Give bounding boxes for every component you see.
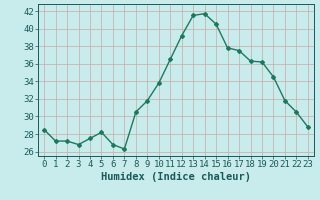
X-axis label: Humidex (Indice chaleur): Humidex (Indice chaleur) [101, 172, 251, 182]
